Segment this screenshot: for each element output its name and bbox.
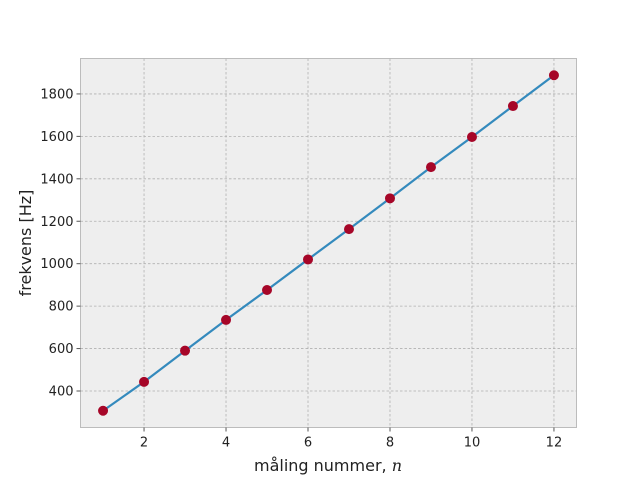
y-axis-title: frekvens [Hz] (16, 190, 35, 297)
y-tick-label: 1800 (40, 87, 73, 102)
y-tick-label: 800 (49, 300, 74, 315)
x-tick-label: 2 (140, 436, 148, 451)
data-point (466, 132, 477, 143)
data-point (384, 193, 395, 204)
x-axis-ticks: 2 4 6 8 10 12 (140, 427, 563, 451)
y-tick-label: 600 (49, 342, 74, 357)
y-tick-label: 400 (49, 385, 74, 400)
data-point (425, 162, 436, 173)
series-line (102, 74, 555, 412)
y-axis-ticks: 400 600 800 1000 1200 1400 1600 1800 (40, 87, 81, 400)
data-point (98, 405, 109, 416)
y-tick-label: 1200 (40, 215, 73, 230)
series-layer (98, 70, 559, 416)
data-point (180, 345, 191, 356)
data-point (221, 314, 232, 325)
data-point (343, 224, 354, 235)
x-tick-label: 6 (304, 436, 312, 451)
x-tick-label: 10 (464, 436, 481, 451)
data-point (507, 101, 518, 112)
x-axis-title-variable: n (392, 456, 402, 475)
x-tick-label: 8 (386, 436, 394, 451)
x-axis-title-text: måling nummer, (254, 456, 392, 475)
data-point (303, 254, 314, 265)
x-axis-title: måling nummer, n (254, 456, 402, 475)
y-tick-label: 1600 (40, 130, 73, 145)
data-point (548, 70, 559, 81)
y-grid-lines (80, 93, 577, 392)
x-tick-label: 4 (222, 436, 230, 451)
x-grid-lines (143, 58, 555, 428)
x-tick-label: 12 (546, 436, 563, 451)
y-tick-label: 1000 (40, 257, 73, 272)
data-point (139, 376, 150, 387)
data-point (262, 285, 273, 296)
y-tick-label: 1400 (40, 172, 73, 187)
